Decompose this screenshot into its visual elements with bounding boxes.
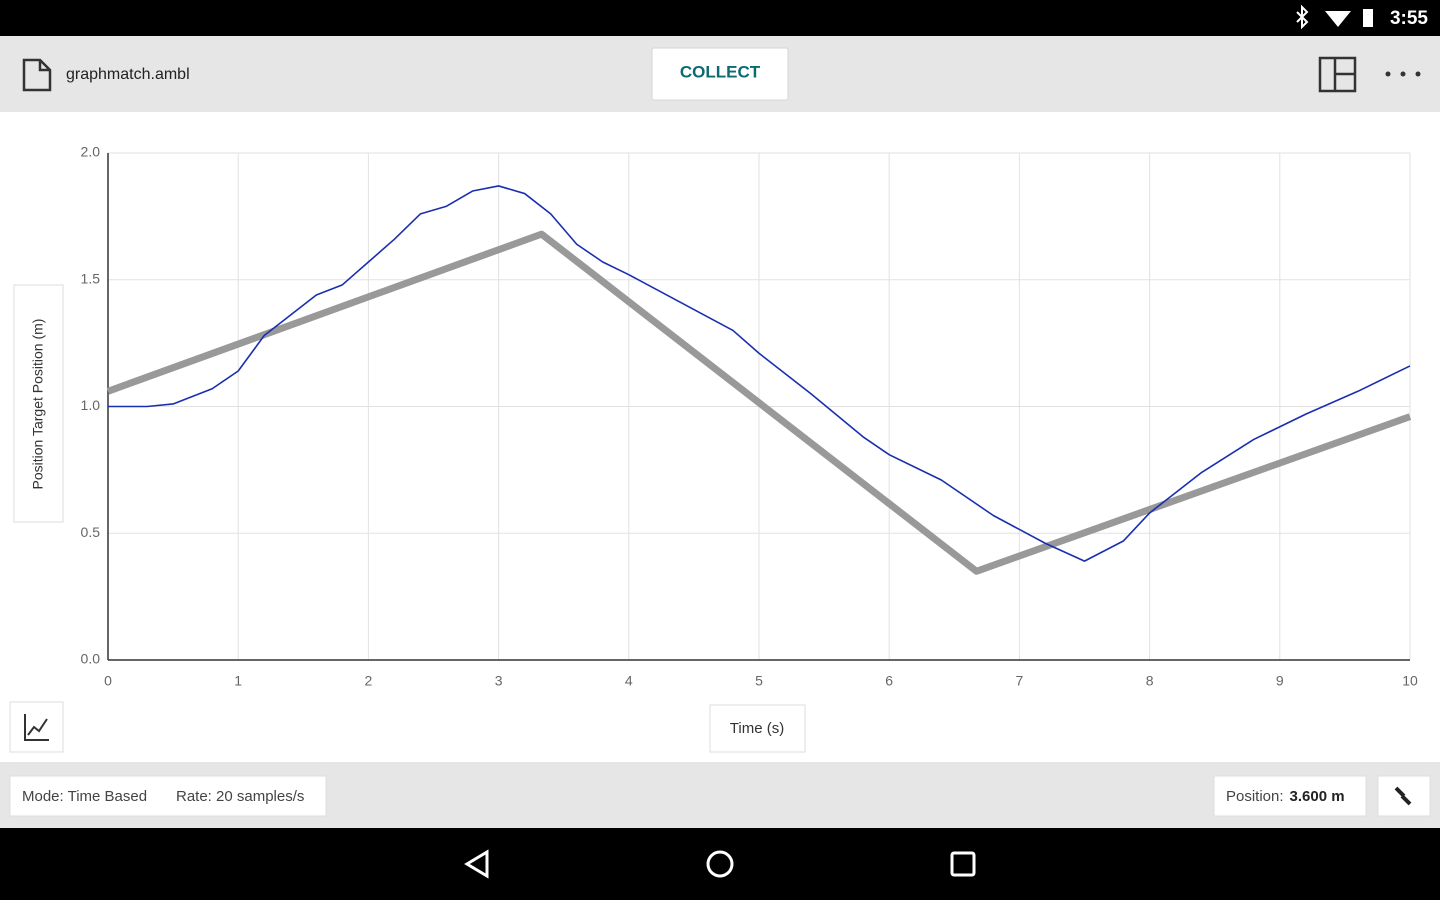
x-tick-label: 0 <box>104 673 112 689</box>
x-tick-label: 9 <box>1276 673 1284 689</box>
position-value: 3.600 m <box>1290 788 1345 805</box>
recents-button[interactable] <box>950 851 976 877</box>
y-axis-label[interactable]: Position Target Position (m) <box>30 319 46 490</box>
collect-button[interactable] <box>651 47 789 101</box>
series-line <box>108 185 1411 562</box>
bluetooth-icon <box>1296 4 1309 30</box>
status-time: 3:55 <box>1390 8 1428 29</box>
y-tick-label: 0.0 <box>81 651 101 667</box>
position-box[interactable] <box>1213 775 1367 817</box>
x-axis-label[interactable]: Time (s) <box>730 720 784 737</box>
x-tick-label: 1 <box>234 673 242 689</box>
graph-options-button[interactable] <box>9 701 64 753</box>
y-tick-label: 1.0 <box>81 397 101 413</box>
x-tick-label: 8 <box>1146 673 1154 689</box>
collect-label[interactable]: COLLECT <box>680 62 761 81</box>
graph-icon <box>24 714 49 741</box>
status-bar <box>0 0 1440 36</box>
file-name[interactable]: graphmatch.ambl <box>66 66 190 83</box>
more-button[interactable] <box>1385 71 1421 77</box>
mode-box[interactable] <box>9 775 327 817</box>
y-tick-label: 0.5 <box>81 524 101 540</box>
plot: 0.0 0.5 1.0 1.5 2.0 0 1 2 3 4 5 6 7 8 9 10 <box>81 144 1418 689</box>
x-tick-label: 10 <box>1402 673 1418 689</box>
home-button[interactable] <box>706 850 734 878</box>
x-tick-label: 5 <box>755 673 763 689</box>
battery-icon <box>1363 9 1373 27</box>
position-label: Position: <box>1226 788 1284 805</box>
x-tick-label: 2 <box>365 673 373 689</box>
tool-icon <box>1394 786 1412 806</box>
x-tick-label: 6 <box>885 673 893 689</box>
x-tick-label: 3 <box>495 673 503 689</box>
y-tick-label: 2.0 <box>81 144 101 160</box>
back-button[interactable] <box>464 849 489 879</box>
x-tick-label: 7 <box>1016 673 1024 689</box>
mode-text: Mode: Time Based <box>22 788 147 805</box>
file-icon <box>22 58 52 92</box>
x-label-box[interactable] <box>709 704 806 753</box>
x-tick-label: 4 <box>625 673 633 689</box>
y-label-box[interactable] <box>13 284 64 523</box>
y-tick-label: 1.5 <box>81 270 101 286</box>
series-line <box>106 230 1412 575</box>
layout-button[interactable] <box>1318 56 1357 93</box>
graph-area <box>0 112 1440 762</box>
position-text: Position: 3.600 m <box>1226 788 1345 805</box>
nav-bar <box>0 828 1440 900</box>
rate-text: Rate: 20 samples/s <box>176 788 304 805</box>
wifi-icon <box>1325 11 1351 27</box>
